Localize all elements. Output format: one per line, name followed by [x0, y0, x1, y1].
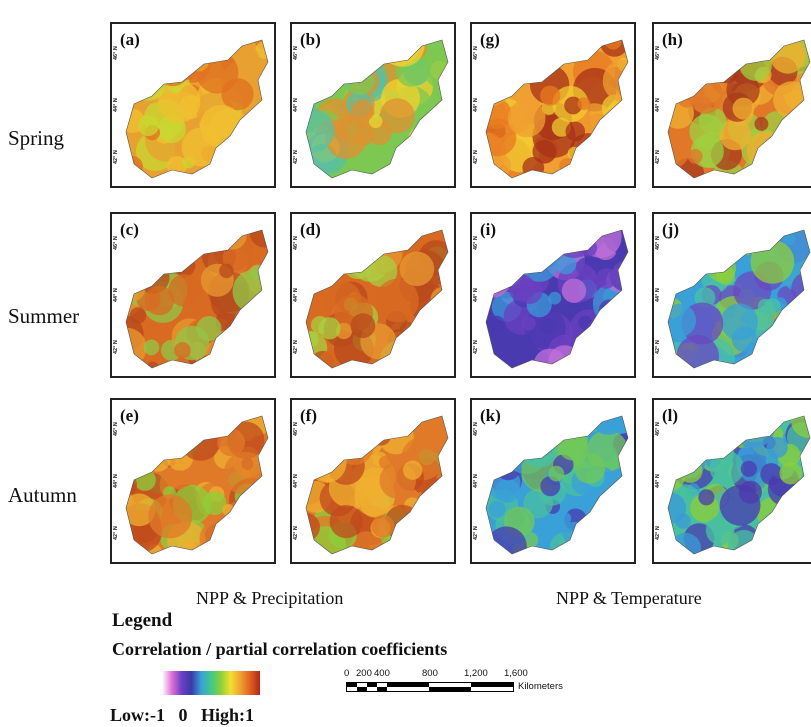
lat-tick: 42° N [473, 150, 479, 164]
map-panel: (a) 124° E126° E128° E130° E 46° N44° N4… [110, 22, 276, 188]
panel-label: (e) [120, 406, 139, 425]
lat-tick: 46° N [293, 46, 299, 60]
lat-tick: 42° N [473, 526, 479, 540]
lat-tick: 44° N [473, 98, 479, 112]
panel-label: (j) [662, 220, 679, 239]
panel-label: (a) [120, 30, 140, 49]
lat-tick: 46° N [113, 422, 119, 436]
panel-label: (b) [300, 30, 321, 49]
lat-tick: 46° N [113, 236, 119, 250]
latitude-ticks: 46° N 44° N 42° N [473, 400, 481, 562]
legend-subtitle: Correlation / partial correlation coeffi… [112, 639, 448, 659]
lat-tick: 42° N [293, 150, 299, 164]
lat-tick: 44° N [473, 474, 479, 488]
map-panel: (k) 124° E126° E128° E130° E 46° N44° N4… [470, 398, 636, 564]
scale-label: 1,200 [464, 668, 488, 679]
lat-tick: 42° N [655, 150, 661, 164]
latitude-ticks: 46° N 44° N 42° N [113, 24, 121, 186]
lat-tick: 44° N [655, 474, 661, 488]
legend-range-labels: Low:-1 0 High:1 [110, 705, 254, 725]
lat-tick: 42° N [655, 526, 661, 540]
scale-units: Kilometers [518, 681, 563, 692]
panel-label: (i) [480, 220, 497, 239]
panel-label: (c) [120, 220, 139, 239]
scale-label: 400 [374, 668, 390, 679]
scale-label: 800 [422, 668, 438, 679]
lat-tick: 46° N [655, 236, 661, 250]
lat-tick: 42° N [293, 340, 299, 354]
lat-tick: 46° N [293, 422, 299, 436]
lat-tick: 42° N [473, 340, 479, 354]
map-panel: (b) 124° E126° E128° E130° E 46° N44° N4… [290, 22, 456, 188]
panel-label: (d) [300, 220, 321, 239]
latitude-ticks: 46° N 44° N 42° N [293, 214, 301, 376]
scale-label: 0 [344, 668, 350, 679]
scale-label: 200 [356, 668, 372, 679]
legend-title: Legend [112, 610, 173, 631]
season-label-autumn: Autumn [8, 483, 77, 507]
latitude-ticks: 46° N 44° N 42° N [655, 400, 663, 562]
lat-tick: 46° N [293, 236, 299, 250]
lat-tick: 44° N [293, 474, 299, 488]
lat-tick: 44° N [473, 288, 479, 302]
latitude-ticks: 46° N 44° N 42° N [655, 214, 663, 376]
panel-label: (k) [480, 406, 501, 425]
map-panel: (d) 124° E126° E128° E130° E 46° N44° N4… [290, 212, 456, 378]
lat-tick: 42° N [655, 340, 661, 354]
lat-tick: 46° N [655, 422, 661, 436]
map-panel: (c) 124° E126° E128° E130° E 46° N44° N4… [110, 212, 276, 378]
lat-tick: 42° N [293, 526, 299, 540]
lat-tick: 46° N [113, 46, 119, 60]
lat-tick: 44° N [113, 98, 119, 112]
map-panel: (h) 124° E126° E128° E130° E 46° N44° N4… [652, 22, 811, 188]
latitude-ticks: 46° N 44° N 42° N [473, 214, 481, 376]
latitude-ticks: 46° N 44° N 42° N [113, 214, 121, 376]
map-panel: (f) 124° E126° E128° E130° E 46° N44° N4… [290, 398, 456, 564]
map-panel: (l) 124° E126° E128° E130° E 46° N44° N4… [652, 398, 811, 564]
lat-tick: 44° N [293, 288, 299, 302]
lat-tick: 44° N [113, 288, 119, 302]
map-panel: (j) 124° E126° E128° E130° E 46° N44° N4… [652, 212, 811, 378]
lat-tick: 44° N [113, 474, 119, 488]
lat-tick: 44° N [655, 98, 661, 112]
panel-label: (l) [662, 406, 679, 425]
group-label-temperature: NPP & Temperature [556, 588, 702, 608]
latitude-ticks: 46° N 44° N 42° N [113, 400, 121, 562]
panel-label: (f) [300, 406, 317, 425]
lat-tick: 42° N [113, 340, 119, 354]
lat-tick: 46° N [655, 46, 661, 60]
panel-label: (g) [480, 30, 500, 49]
latitude-ticks: 46° N 44° N 42° N [293, 400, 301, 562]
latitude-ticks: 46° N 44° N 42° N [293, 24, 301, 186]
map-panel: (i) 124° E126° E128° E130° E 46° N44° N4… [470, 212, 636, 378]
lat-tick: 42° N [113, 526, 119, 540]
latitude-ticks: 46° N 44° N 42° N [473, 24, 481, 186]
season-label-spring: Spring [8, 126, 65, 150]
scale-bar-graphic [346, 682, 514, 692]
scale-label: 1,600 [504, 668, 528, 679]
map-panel: (g) 124° E126° E128° E130° E 46° N44° N4… [470, 22, 636, 188]
map-panel: (e) 124° E126° E128° E130° E 46° N44° N4… [110, 398, 276, 564]
group-label-precipitation: NPP & Precipitation [196, 588, 344, 608]
lat-tick: 42° N [113, 150, 119, 164]
lat-tick: 44° N [293, 98, 299, 112]
lat-tick: 44° N [655, 288, 661, 302]
lat-tick: 46° N [473, 236, 479, 250]
season-label-summer: Summer [8, 304, 80, 328]
color-ramp [162, 671, 260, 695]
latitude-ticks: 46° N 44° N 42° N [655, 24, 663, 186]
panel-label: (h) [662, 30, 683, 49]
lat-tick: 46° N [473, 46, 479, 60]
lat-tick: 46° N [473, 422, 479, 436]
